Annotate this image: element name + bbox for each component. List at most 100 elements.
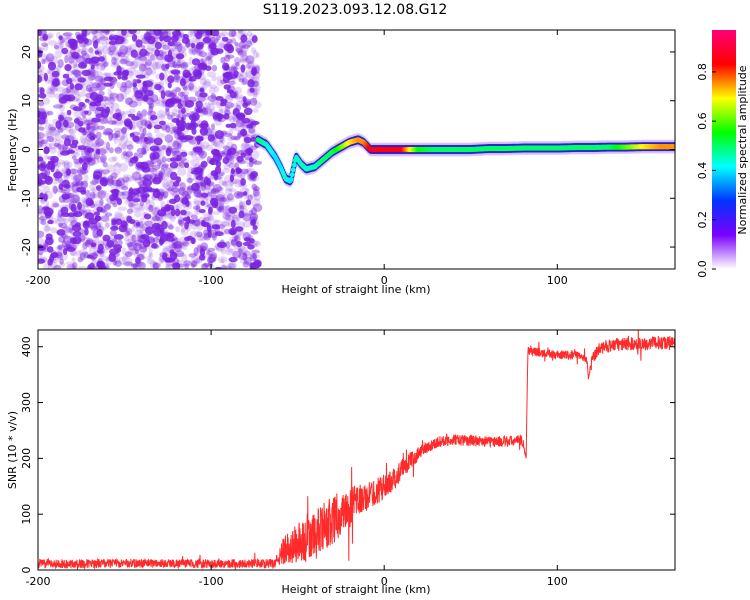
noise-blob xyxy=(70,88,80,96)
noise-blob xyxy=(149,152,156,161)
noise-blob xyxy=(190,256,201,264)
noise-blob xyxy=(172,101,179,109)
noise-blob xyxy=(109,198,118,205)
noise-blob xyxy=(40,139,48,144)
noise-blob xyxy=(47,155,55,161)
noise-blob xyxy=(248,253,255,260)
noise-blob xyxy=(173,75,180,83)
noise-blob xyxy=(173,151,178,160)
noise-blob xyxy=(129,132,135,137)
noise-blob xyxy=(73,54,82,60)
noise-blob xyxy=(245,55,255,64)
noise-blob xyxy=(251,198,261,207)
noise-blob xyxy=(187,200,192,207)
noise-blob xyxy=(71,75,78,82)
noise-blob xyxy=(161,179,169,188)
noise-blob xyxy=(252,160,263,165)
noise-blob xyxy=(105,201,111,210)
noise-blob xyxy=(247,86,255,95)
noise-blob xyxy=(119,85,128,93)
noise-blob xyxy=(207,250,213,258)
noise-blob xyxy=(38,156,44,162)
noise-blob xyxy=(92,124,100,133)
noise-blob xyxy=(53,104,63,109)
noise-blob xyxy=(232,109,238,115)
noise-blob xyxy=(60,188,67,194)
noise-blob xyxy=(253,259,262,268)
noise-blob xyxy=(107,88,112,97)
noise-blob xyxy=(220,258,225,264)
noise-blob xyxy=(223,71,231,79)
noise-blob xyxy=(201,134,208,140)
noise-blob xyxy=(145,160,155,168)
noise-blob xyxy=(212,111,220,120)
noise-blob xyxy=(145,226,154,235)
noise-blob xyxy=(249,87,255,93)
noise-blob xyxy=(56,188,66,193)
noise-blob xyxy=(125,61,134,67)
noise-blob xyxy=(150,53,156,62)
noise-blob xyxy=(160,231,171,241)
noise-blob xyxy=(169,198,177,204)
noise-blob xyxy=(127,176,138,182)
noise-blob xyxy=(151,62,162,70)
noise-blob xyxy=(235,191,240,199)
noise-blob xyxy=(156,97,164,103)
noise-blob xyxy=(70,69,78,76)
noise-blob xyxy=(131,33,138,42)
noise-blob xyxy=(253,187,259,194)
noise-blob xyxy=(109,92,119,99)
noise-blob xyxy=(102,96,112,102)
noise-blob xyxy=(92,193,98,199)
noise-blob xyxy=(53,142,60,148)
noise-blob xyxy=(101,64,107,69)
noise-blob xyxy=(99,95,109,102)
noise-blob xyxy=(120,220,128,229)
noise-blob xyxy=(151,210,157,216)
noise-blob xyxy=(54,139,60,147)
noise-blob xyxy=(118,162,129,172)
noise-blob xyxy=(93,221,101,230)
noise-blob xyxy=(227,134,235,142)
noise-blob xyxy=(162,34,172,39)
noise-blob xyxy=(170,69,181,75)
noise-blob xyxy=(82,237,91,246)
noise-blob xyxy=(231,64,236,71)
noise-blob xyxy=(69,168,79,175)
noise-blob xyxy=(243,237,251,242)
noise-blob xyxy=(234,86,242,95)
noise-blob xyxy=(77,77,87,83)
noise-blob xyxy=(253,191,261,201)
noise-blob xyxy=(133,239,144,246)
noise-blob xyxy=(166,225,175,230)
noise-blob xyxy=(103,203,111,210)
noise-blob xyxy=(176,60,181,67)
noise-blob xyxy=(43,72,49,82)
noise-blob xyxy=(38,237,44,245)
noise-blob xyxy=(242,261,250,268)
noise-blob xyxy=(246,162,254,168)
ridge-core xyxy=(288,177,294,183)
noise-blob xyxy=(100,146,110,154)
noise-blob xyxy=(210,51,215,59)
noise-blob xyxy=(162,192,167,199)
noise-blob xyxy=(77,91,87,98)
noise-blob xyxy=(55,246,62,251)
noise-blob xyxy=(200,160,208,168)
noise-blob xyxy=(153,237,160,244)
noise-blob xyxy=(194,230,200,238)
noise-blob xyxy=(95,30,105,34)
noise-blob xyxy=(88,156,95,166)
noise-blob xyxy=(86,84,92,93)
noise-blob xyxy=(69,250,78,257)
noise-blob xyxy=(51,200,59,208)
noise-blob xyxy=(150,155,158,164)
noise-blob xyxy=(154,60,165,69)
noise-blob xyxy=(42,117,48,124)
noise-blob xyxy=(78,62,85,68)
noise-blob xyxy=(65,261,75,266)
noise-blob xyxy=(155,233,161,241)
noise-blob xyxy=(228,162,236,169)
noise-blob xyxy=(191,46,197,56)
noise-blob xyxy=(70,203,77,213)
